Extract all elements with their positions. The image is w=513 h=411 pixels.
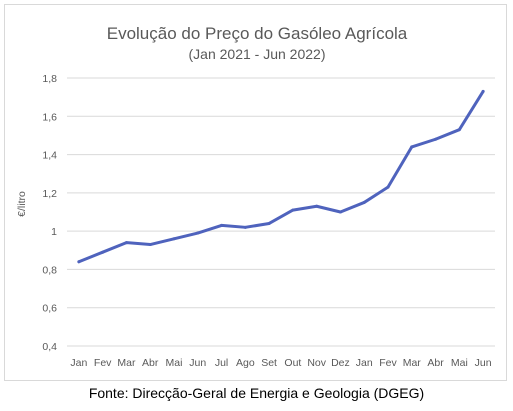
x-tick-label: Jul: [215, 357, 228, 369]
series-line: [77, 89, 485, 264]
y-tick-label: 0,8: [42, 264, 57, 276]
y-tick-label: 1: [51, 226, 57, 238]
x-tick-label: Mar: [403, 357, 422, 369]
y-tick-label: 0,4: [42, 341, 57, 353]
x-tick-label: Dez: [331, 357, 350, 369]
x-tick-label: Set: [261, 357, 277, 369]
x-tick-label: Mar: [117, 357, 136, 369]
data-point: [124, 241, 128, 245]
data-point: [338, 210, 342, 214]
x-tick-label: Jun: [189, 357, 206, 369]
x-tick-label: Fev: [379, 357, 397, 369]
data-point: [172, 237, 176, 241]
x-tick-label: Mai: [451, 357, 468, 369]
chart-frame: Evolução do Preço do Gasóleo Agrícola (J…: [4, 4, 507, 381]
source-caption: Fonte: Direcção-Geral de Energia e Geolo…: [88, 385, 425, 401]
x-tick-label: Abr: [142, 357, 159, 369]
x-tick-label: Mai: [166, 357, 183, 369]
series-layer: [77, 89, 485, 264]
data-point: [315, 204, 319, 208]
y-axis-label: €/litro: [16, 191, 28, 217]
y-tick-label: 1,6: [42, 111, 57, 123]
x-tick-label: Abr: [427, 357, 444, 369]
y-tick-labels: 0,4 0,6 0,8 1 1,2 1,4 1,6 1,8: [42, 73, 57, 353]
x-tick-label: Jan: [356, 357, 373, 369]
x-tick-label: Out: [284, 357, 301, 369]
data-point: [434, 137, 438, 141]
line-chart: Evolução do Preço do Gasóleo Agrícola (J…: [16, 24, 495, 369]
y-tick-label: 1,2: [42, 188, 57, 200]
data-point: [148, 243, 152, 247]
gridlines: [67, 77, 495, 347]
data-point: [101, 250, 105, 254]
data-point: [220, 223, 224, 227]
data-point: [196, 231, 200, 235]
chart-title: Evolução do Preço do Gasóleo Agrícola: [107, 24, 408, 43]
x-tick-label: Jan: [70, 357, 87, 369]
y-tick-label: 0,6: [42, 303, 57, 315]
data-point: [243, 225, 247, 229]
data-point: [481, 89, 485, 93]
data-point: [362, 200, 366, 204]
x-tick-label: Nov: [307, 357, 326, 369]
data-point: [267, 221, 271, 225]
data-point: [291, 208, 295, 212]
x-tick-label: Fev: [94, 357, 112, 369]
y-tick-label: 1,8: [42, 73, 57, 85]
x-tick-label: Ago: [236, 357, 255, 369]
x-tick-label: Jun: [475, 357, 492, 369]
data-point: [386, 185, 390, 189]
chart-subtitle: (Jan 2021 - Jun 2022): [189, 46, 326, 62]
data-point: [457, 128, 461, 132]
data-point: [77, 260, 81, 264]
x-tick-labels: Jan Fev Mar Abr Mai Jun Jul Ago Set Out Nov Dez Jan F…: [70, 357, 491, 369]
data-point: [410, 145, 414, 149]
y-tick-label: 1,4: [42, 150, 57, 162]
